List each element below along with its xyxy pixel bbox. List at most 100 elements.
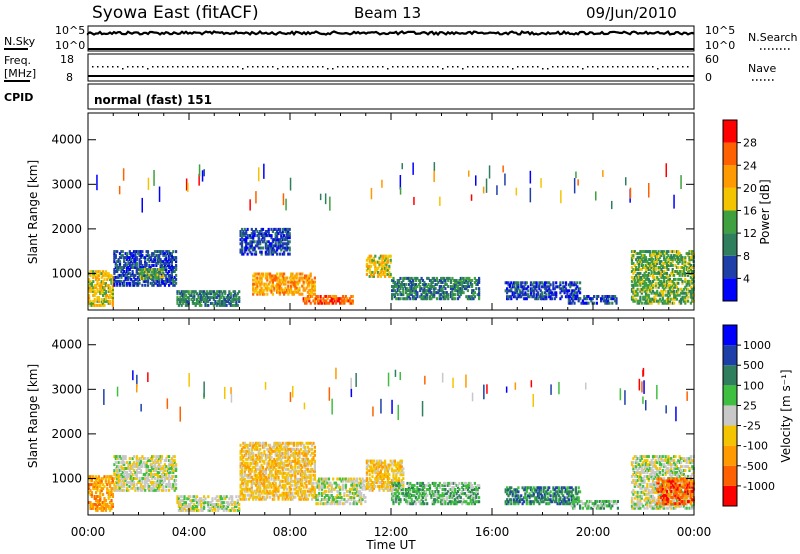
data-cell <box>563 285 566 289</box>
data-cell <box>240 481 244 485</box>
data-cell <box>103 501 106 504</box>
data-cell <box>309 487 312 491</box>
data-cell <box>304 477 307 481</box>
data-cell <box>292 495 295 499</box>
data-cell <box>635 268 638 271</box>
data-cell <box>646 293 649 297</box>
data-cell <box>102 504 105 508</box>
data-cell <box>100 299 103 303</box>
data-cell <box>640 289 643 293</box>
data-cell <box>273 248 276 252</box>
data-cell <box>114 455 117 459</box>
data-cell <box>102 286 105 290</box>
data-cell <box>454 279 457 282</box>
data-cell <box>381 264 384 268</box>
data-cell <box>260 491 263 495</box>
data-cell <box>529 289 533 293</box>
data-cell <box>127 277 130 281</box>
data-cell <box>124 262 127 265</box>
data-cell <box>264 443 267 447</box>
data-cell <box>665 256 669 260</box>
data-cell <box>139 275 143 279</box>
data-cell <box>260 457 263 461</box>
data-cell <box>341 299 345 303</box>
data-cell <box>176 499 179 503</box>
data-cell <box>295 461 298 465</box>
data-cell <box>123 281 126 285</box>
data-cell <box>580 301 583 305</box>
data-cell <box>668 301 671 305</box>
data-cell <box>667 268 670 271</box>
data-cell <box>111 292 114 295</box>
data-cell <box>219 501 223 505</box>
data-cell <box>219 296 223 300</box>
data-cell <box>276 447 279 451</box>
data-cell <box>370 272 373 276</box>
data-cell <box>311 282 314 286</box>
freq-dot <box>592 66 594 68</box>
data-cell <box>319 193 322 201</box>
data-cell <box>149 486 152 490</box>
data-cell <box>141 283 144 287</box>
data-cell <box>159 478 162 482</box>
data-cell <box>299 477 302 481</box>
data-cell <box>527 285 530 289</box>
data-cell <box>260 276 263 280</box>
data-cell <box>270 451 273 455</box>
data-cell <box>163 252 166 256</box>
data-cell <box>145 254 148 258</box>
data-cell <box>445 295 448 299</box>
data-cell <box>511 293 514 297</box>
data-cell <box>285 246 288 250</box>
data-cell <box>111 278 114 282</box>
data-cell <box>311 447 314 451</box>
data-cell <box>153 488 157 492</box>
data-cell <box>240 487 244 491</box>
data-cell <box>535 289 538 293</box>
data-cell <box>385 260 388 264</box>
data-cell <box>162 271 165 275</box>
data-cell <box>426 295 429 299</box>
data-cell <box>595 297 598 301</box>
data-cell <box>124 455 127 459</box>
data-cell <box>451 297 454 301</box>
data-cell <box>466 297 469 301</box>
data-cell <box>441 295 444 299</box>
data-cell <box>131 273 134 277</box>
data-cell <box>368 270 371 274</box>
data-cell <box>456 293 460 297</box>
data-cell <box>348 297 352 301</box>
data-cell <box>577 289 580 293</box>
data-cell <box>236 303 239 307</box>
data-cell <box>271 473 274 477</box>
data-cell <box>311 497 314 501</box>
data-cell <box>137 271 140 275</box>
data-cell <box>250 481 253 485</box>
data-cell <box>156 473 159 476</box>
data-cell <box>113 258 116 262</box>
data-cell <box>395 291 398 295</box>
data-cell <box>100 481 103 485</box>
data-cell <box>128 281 131 285</box>
data-cell <box>114 266 117 269</box>
data-cell <box>294 469 297 473</box>
data-cell <box>158 484 161 488</box>
data-cell <box>125 266 129 269</box>
data-cell <box>283 272 286 276</box>
data-cell <box>249 451 252 455</box>
data-cell <box>125 264 129 267</box>
data-cell <box>95 278 98 282</box>
data-cell <box>148 269 151 273</box>
data-cell <box>120 457 123 461</box>
data-cell <box>278 455 281 459</box>
data-cell <box>243 445 246 449</box>
data-cell <box>254 497 258 501</box>
data-cell <box>560 289 563 293</box>
data-cell <box>682 297 685 301</box>
data-cell <box>189 499 192 503</box>
data-cell <box>186 505 189 508</box>
data-cell <box>250 489 253 493</box>
data-cell <box>151 267 154 271</box>
data-cell <box>246 489 249 493</box>
data-cell <box>288 276 291 280</box>
